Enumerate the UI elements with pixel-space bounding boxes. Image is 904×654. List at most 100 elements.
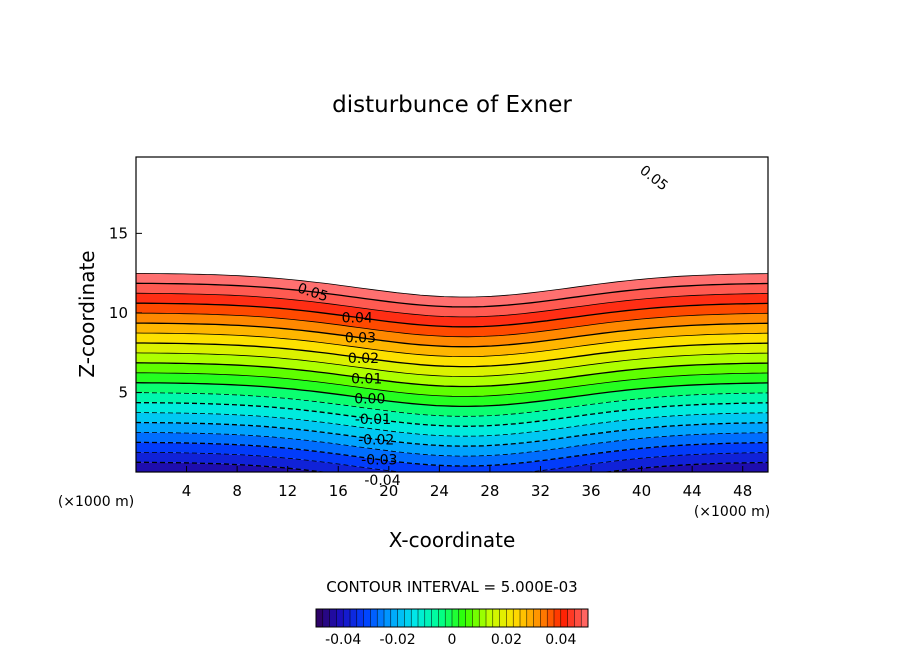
x-axis-label: X-coordinate [389,528,516,552]
contour-band-12 [136,372,768,407]
contour-line-11 [136,362,768,388]
contour-band-13 [136,362,768,397]
contour-label-4: 0.02 [348,351,379,367]
contour-band-5 [136,442,768,472]
colorbar-cell-35 [554,609,562,627]
colorbar-cell-17 [431,609,439,627]
x-axis-ticks: 4 8 12 16 20 24 28 32 36 40 44 48 [182,466,752,500]
contour-line-10 [136,372,768,397]
contour-band-9 [136,402,768,437]
contour-line-16 [136,312,768,338]
contour-band-11 [136,382,768,417]
colorbar-cell-33 [540,609,548,627]
contour-line-4 [136,432,768,457]
colorbar [315,608,589,628]
contour-line-8 [136,392,768,417]
colorbar-cell-15 [418,609,426,627]
x-tick-label-1: 8 [232,482,242,500]
contour-line-20 [136,273,768,298]
contour-interval-text: CONTOUR INTERVAL = 5.000E-03 [326,578,577,596]
contour-band-18 [136,313,768,347]
colorbar-cell-31 [526,609,534,627]
chart-title: disturbunce of Exner [332,92,572,118]
colorbar-cell-12 [397,609,405,627]
contour-line-15 [136,322,768,348]
colorbar-cell-4 [343,609,351,627]
contour-band-6 [136,432,768,466]
y-tick-label-1: 10 [109,304,128,322]
contour-band-15 [136,343,768,377]
x-tick-label-3: 16 [329,482,348,500]
contour-label-5: 0.01 [351,371,382,387]
contour-line-12 [136,352,768,377]
x-unit-left: (×1000 m) [58,494,134,510]
colorbar-cell-10 [384,609,392,627]
contour-band-22 [136,273,768,307]
colorbar-cell-3 [336,609,344,627]
contour-label-7: -0.01 [355,412,391,428]
colorbar-tick-0: -0.04 [325,632,361,648]
colorbar-tick-1: -0.02 [379,632,415,648]
x-tick-label-7: 32 [531,482,550,500]
contour-line-18 [136,292,768,318]
contour-line-19 [136,282,768,308]
y-tick-label-2: 15 [109,224,128,242]
colorbar-cell-22 [465,609,473,627]
contour-line-5 [136,421,768,447]
contour-band-2 [136,472,768,496]
contour-line-1 [136,461,768,472]
contour-band-4 [136,452,768,472]
colorbar-cell-8 [370,609,378,627]
colorbar-cell-39 [581,609,589,627]
colorbar-tick-2: 0 [448,632,457,648]
contour-band-7 [136,422,768,457]
contour-band-0 [136,488,768,516]
colorbar-cell-36 [560,609,568,627]
colorbar-cell-19 [445,609,453,627]
colorbar-cell-28 [506,609,514,627]
x-tick-label-10: 44 [683,482,702,500]
contour-line-17 [136,302,768,328]
colorbar-cell-1 [322,609,330,627]
colorbar-cell-16 [424,609,432,627]
colorbar-tick-3: 0.02 [491,632,522,648]
y-axis-label: Z-coordinate [75,250,99,377]
contour-band-1 [136,482,768,506]
colorbar-cell-25 [486,609,494,627]
colorbar-cell-14 [411,609,419,627]
colorbar-cell-34 [547,609,555,627]
contour-line-6 [136,412,768,437]
x-tick-label-4: 20 [379,482,398,500]
contour-line-3 [136,441,768,467]
colorbar-cell-27 [499,609,507,627]
x-unit-right: (×1000 m) [694,504,770,520]
contour-lines [136,273,768,472]
contour-band-14 [136,352,768,387]
contour-band-20 [136,293,768,327]
contour-label-2: 0.04 [342,310,373,326]
colorbar-cell-7 [363,609,371,627]
colorbar-cell-9 [377,609,385,627]
y-axis-ticks: 5 10 15 [109,224,142,401]
contour-line-2 [136,451,768,472]
colorbar-cell-2 [329,609,337,627]
y-tick-label-0: 5 [118,383,128,401]
colorbar-cell-21 [458,609,466,627]
contour-line-9 [136,382,768,408]
contour-label-6: 0.00 [354,392,385,408]
colorbar-cell-6 [356,609,364,627]
contour-band-3 [136,462,768,472]
colorbar-cell-13 [404,609,412,627]
colorbar-cell-37 [567,609,575,627]
colorbar-cell-30 [520,609,528,627]
x-tick-label-2: 12 [278,482,297,500]
plot-frame [135,156,769,473]
contour-line-0 [136,471,160,472]
x-tick-label-8: 36 [581,482,600,500]
x-tick-label-11: 48 [733,482,752,500]
contour-label-9: -0.03 [361,453,397,469]
contour-label-0: 0.05 [636,163,670,195]
contour-fill-field [136,273,768,516]
colorbar-cell-11 [390,609,398,627]
